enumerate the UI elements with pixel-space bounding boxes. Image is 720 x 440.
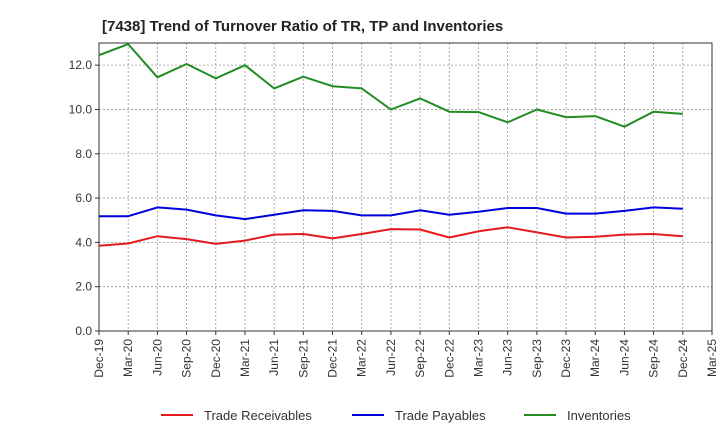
x-tick-label: Mar-21 bbox=[238, 339, 252, 377]
legend-label: Inventories bbox=[567, 408, 631, 423]
chart-title: [7438] Trend of Turnover Ratio of TR, TP… bbox=[102, 18, 503, 35]
x-tick-label: Dec-19 bbox=[92, 339, 106, 378]
x-tick-label: Sep-20 bbox=[180, 339, 194, 378]
y-tick-label: 10.0 bbox=[69, 102, 93, 116]
y-tick-label: 0.0 bbox=[75, 324, 92, 338]
x-tick-label: Jun-22 bbox=[384, 339, 398, 376]
x-tick-label: Mar-22 bbox=[355, 339, 369, 377]
x-tick-label: Mar-23 bbox=[471, 339, 485, 377]
x-tick-label: Jun-20 bbox=[150, 339, 164, 376]
x-tick-label: Mar-24 bbox=[588, 339, 602, 377]
x-tick-label: Dec-21 bbox=[326, 339, 340, 378]
y-tick-label: 12.0 bbox=[69, 58, 93, 72]
series-lines bbox=[98, 43, 683, 247]
x-tick-label: Jun-24 bbox=[617, 339, 631, 376]
x-tick-label: Dec-20 bbox=[209, 339, 223, 378]
legend-label: Trade Payables bbox=[395, 408, 486, 423]
legend-label: Trade Receivables bbox=[204, 408, 312, 423]
y-tick-label: 6.0 bbox=[75, 191, 92, 205]
series-line-trade-receivables bbox=[98, 226, 683, 247]
grid-lines bbox=[98, 43, 713, 332]
x-tick-label: Mar-25 bbox=[705, 339, 719, 377]
x-tick-label: Mar-20 bbox=[121, 339, 135, 377]
x-tick-label: Jun-23 bbox=[501, 339, 515, 376]
y-tick-label: 8.0 bbox=[75, 147, 92, 161]
x-tick-label: Sep-22 bbox=[413, 339, 427, 378]
x-tick-label: Dec-22 bbox=[442, 339, 456, 378]
legend: Trade Receivables Trade Payables Inventori… bbox=[161, 408, 631, 423]
y-axis: 0.0 2.0 4.0 6.0 8.0 10.0 12.0 bbox=[69, 58, 99, 338]
x-axis: Dec-19 Mar-20 Jun-20 Sep-20 Dec-20 Mar-21 Jun-… bbox=[92, 331, 719, 378]
x-tick-label: Sep-24 bbox=[647, 339, 661, 378]
x-tick-label: Dec-23 bbox=[559, 339, 573, 378]
plot-area bbox=[98, 42, 713, 332]
x-tick-label: Sep-21 bbox=[296, 339, 310, 378]
y-tick-label: 2.0 bbox=[75, 280, 92, 294]
y-tick-label: 4.0 bbox=[75, 235, 92, 249]
x-tick-label: Jun-21 bbox=[267, 339, 281, 376]
x-tick-label: Dec-24 bbox=[676, 339, 690, 378]
x-tick-label: Sep-23 bbox=[530, 339, 544, 378]
series-line-inventories bbox=[98, 43, 683, 128]
series-line-trade-payables bbox=[99, 206, 683, 221]
